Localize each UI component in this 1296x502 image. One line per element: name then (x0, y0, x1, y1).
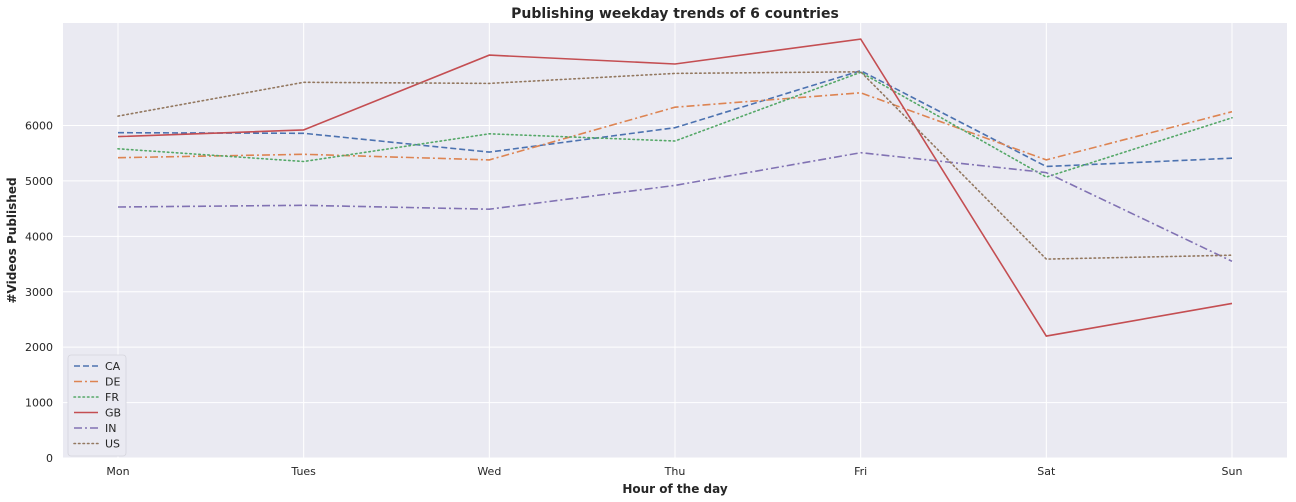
series-line-us (117, 70, 1233, 260)
x-tick-label: Mon (106, 465, 129, 478)
series-line-de (117, 91, 1233, 161)
x-tick-label: Sat (1037, 465, 1056, 478)
series-layer (117, 38, 1233, 337)
series-line-gb (117, 38, 1233, 337)
y-tick-label: 3000 (25, 286, 53, 299)
grid (63, 23, 1287, 459)
x-tick-label: Tues (290, 465, 316, 478)
y-tick-label: 1000 (25, 397, 53, 410)
y-tick-label: 2000 (25, 341, 53, 354)
y-axis-label: #Videos Published (5, 177, 19, 303)
chart-title: Publishing weekday trends of 6 countries (511, 6, 839, 22)
x-tick-label: Wed (477, 465, 501, 478)
legend-label-us: US (105, 438, 120, 451)
legend-label-in: IN (105, 422, 116, 435)
legend-label-ca: CA (105, 360, 121, 373)
x-tick-label: Sun (1222, 465, 1243, 478)
y-tick-label: 5000 (25, 175, 53, 188)
x-tick-label: Thu (664, 465, 686, 478)
ticks: 0 1000 2000 3000 4000 5000 6000 Mon Tues Wed Thu Fr… (25, 120, 1242, 478)
legend: CA DE FR GB IN US (67, 354, 127, 457)
series-line-in (117, 151, 1233, 263)
legend-label-gb: GB (105, 407, 121, 420)
y-tick-label: 4000 (25, 230, 53, 243)
legend-box (67, 354, 127, 457)
series-line-ca (117, 69, 1233, 168)
series-line-fr (117, 71, 1233, 178)
y-tick-label: 6000 (25, 120, 53, 133)
legend-label-de: DE (105, 376, 120, 389)
x-tick-label: Fri (854, 465, 867, 478)
x-axis-label: Hour of the day (622, 482, 727, 496)
legend-label-fr: FR (105, 391, 119, 404)
y-tick-label: 0 (46, 452, 53, 465)
